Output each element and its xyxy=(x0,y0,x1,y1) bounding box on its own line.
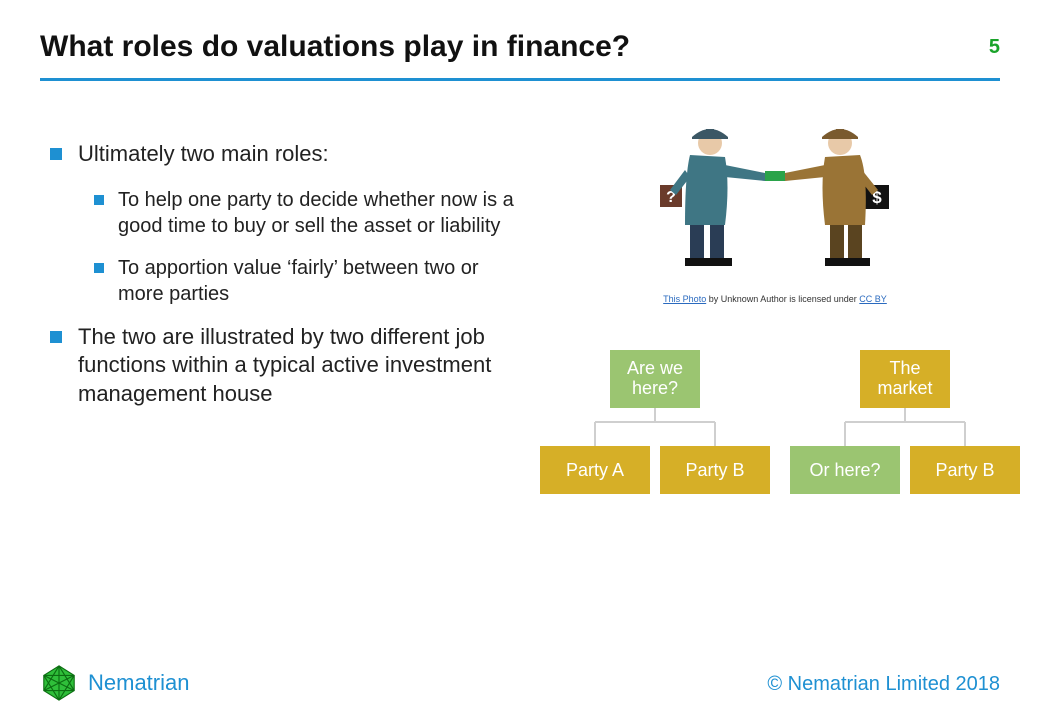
cash-icon xyxy=(765,171,785,181)
tree-child-node: Party B xyxy=(910,446,1020,494)
bullet-list: Ultimately two main roles: To help one p… xyxy=(50,140,520,426)
bullet-item: The two are illustrated by two different… xyxy=(50,323,520,409)
copyright-text: © Nematrian Limited 2018 xyxy=(767,673,1000,696)
bullet-marker-icon xyxy=(94,263,104,273)
slide-title: What roles do valuations play in finance… xyxy=(40,30,1000,64)
attribution-license-link[interactable]: CC BY xyxy=(859,294,887,304)
bullet-marker-icon xyxy=(94,195,104,205)
tree-connector-icon xyxy=(790,408,1020,448)
attribution-link[interactable]: This Photo xyxy=(663,294,706,304)
bullet-text: To apportion value ‘fairly’ between two … xyxy=(118,255,520,307)
tree-child-node: Party B xyxy=(660,446,770,494)
brand-name: Nematrian xyxy=(88,670,189,696)
bullet-text: Ultimately two main roles: xyxy=(78,140,329,169)
tree-top-node: Are we here? xyxy=(610,350,700,408)
bullet-item: Ultimately two main roles: xyxy=(50,140,520,169)
clipart-attribution: This Photo by Unknown Author is licensed… xyxy=(630,294,920,304)
bullet-item: To help one party to decide whether now … xyxy=(94,187,520,239)
slide: What roles do valuations play in finance… xyxy=(0,0,1040,720)
slide-header: What roles do valuations play in finance… xyxy=(40,30,1000,64)
transaction-clipart: ? $ xyxy=(630,115,920,290)
tree-top-node: The market xyxy=(860,350,950,408)
person-left-icon: ? xyxy=(660,129,765,266)
bullet-text: The two are illustrated by two different… xyxy=(78,323,520,409)
slide-footer: Nematrian © Nematrian Limited 2018 xyxy=(40,662,1000,702)
page-number: 5 xyxy=(989,36,1000,59)
title-underline xyxy=(40,78,1000,81)
tree-child-node: Or here? xyxy=(790,446,900,494)
tree-child-node: Party A xyxy=(540,446,650,494)
bullet-marker-icon xyxy=(50,148,62,160)
attribution-text: by Unknown Author is licensed under xyxy=(706,294,859,304)
tree-connector-icon xyxy=(540,408,770,448)
bullet-marker-icon xyxy=(50,331,62,343)
person-right-icon: $ xyxy=(785,129,889,266)
brand-logo-icon xyxy=(40,664,78,702)
bullet-item: To apportion value ‘fairly’ between two … xyxy=(94,255,520,307)
bullet-text: To help one party to decide whether now … xyxy=(118,187,520,239)
